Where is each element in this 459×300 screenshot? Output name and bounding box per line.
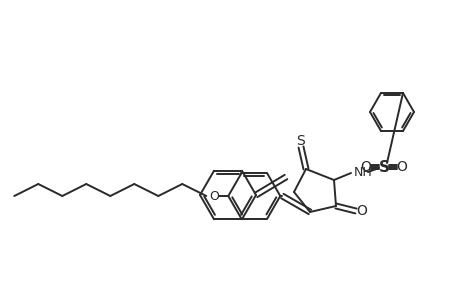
Text: O: O [396,160,407,174]
Text: NH: NH [353,166,372,178]
Text: S: S [378,160,389,175]
Text: O: O [209,190,219,202]
Text: O: O [356,204,367,218]
Text: O: O [360,160,370,174]
Text: S: S [296,134,305,148]
